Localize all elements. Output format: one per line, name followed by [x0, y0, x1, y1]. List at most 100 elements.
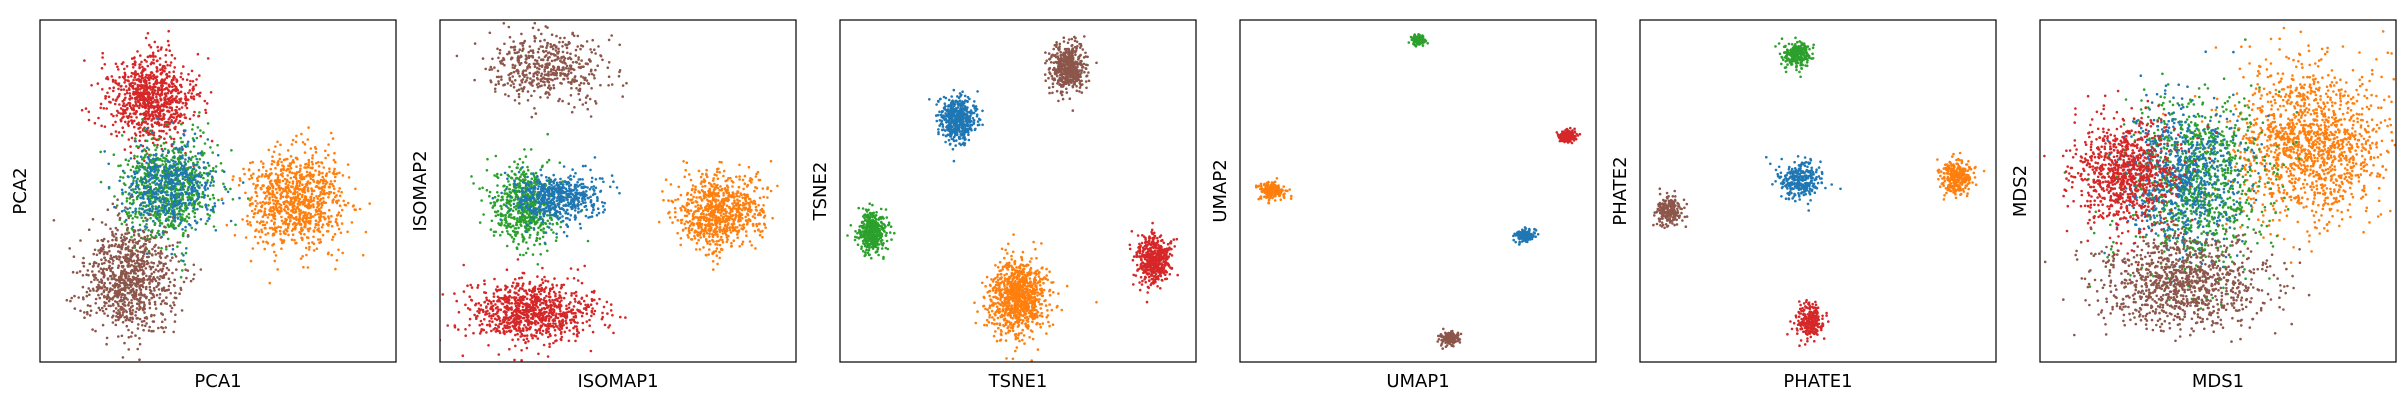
data-point — [306, 186, 310, 190]
data-point — [195, 157, 198, 161]
data-point — [561, 180, 564, 183]
data-point — [283, 232, 286, 235]
data-point — [299, 232, 303, 236]
data-point — [520, 233, 524, 236]
data-point — [316, 212, 320, 216]
data-point — [134, 70, 137, 73]
data-point — [134, 139, 137, 143]
data-point — [171, 271, 174, 275]
data-point — [161, 175, 164, 178]
data-point — [192, 95, 196, 98]
data-point — [358, 207, 362, 211]
data-point — [123, 67, 126, 71]
data-point — [541, 45, 544, 48]
data-point — [147, 78, 151, 82]
data-point — [145, 204, 148, 207]
data-point — [288, 202, 292, 206]
data-point — [144, 324, 147, 328]
data-point — [314, 150, 318, 154]
data-point — [341, 174, 345, 177]
data-point — [135, 197, 139, 201]
data-point — [160, 269, 164, 273]
data-point — [127, 159, 130, 163]
data-point — [534, 171, 538, 175]
data-point — [323, 211, 327, 215]
data-point — [230, 149, 233, 152]
data-point — [298, 203, 302, 206]
data-point — [142, 101, 145, 105]
data-point — [543, 70, 546, 73]
data-point — [251, 247, 255, 250]
data-point — [171, 85, 174, 88]
data-point — [291, 182, 295, 185]
data-point — [124, 257, 128, 260]
data-point — [278, 153, 281, 156]
data-point — [525, 227, 528, 230]
data-point — [284, 228, 288, 231]
data-point — [149, 267, 153, 271]
data-point — [317, 221, 320, 224]
data-point — [106, 293, 110, 297]
data-point — [96, 265, 100, 268]
data-point — [167, 288, 170, 292]
data-point — [303, 198, 306, 202]
data-point — [321, 233, 325, 237]
data-point — [290, 143, 294, 146]
data-point — [140, 216, 143, 220]
data-point — [272, 216, 276, 220]
data-point — [143, 106, 147, 110]
data-point — [145, 296, 148, 300]
data-point — [287, 186, 290, 190]
data-point — [164, 60, 168, 64]
data-point — [203, 99, 207, 103]
data-point — [578, 62, 581, 66]
data-point — [559, 81, 562, 85]
data-point — [586, 107, 589, 111]
data-point — [178, 212, 181, 216]
data-point — [268, 209, 271, 212]
data-point — [281, 172, 284, 175]
data-point — [147, 191, 150, 195]
data-point — [133, 265, 137, 269]
data-point — [335, 214, 339, 217]
data-point — [119, 298, 123, 302]
data-point — [127, 249, 131, 252]
data-point — [332, 170, 336, 173]
data-point — [157, 229, 160, 233]
data-point — [185, 247, 188, 250]
data-point — [546, 86, 550, 89]
data-point — [290, 185, 294, 189]
data-point — [497, 56, 500, 60]
data-point — [522, 221, 526, 224]
data-point — [106, 240, 110, 243]
data-point — [120, 88, 123, 91]
data-point — [111, 262, 114, 265]
data-point — [241, 181, 245, 184]
data-point — [139, 155, 143, 159]
data-point — [531, 84, 534, 87]
data-point — [525, 212, 529, 215]
data-point — [127, 318, 130, 322]
data-point — [130, 182, 133, 186]
data-point — [537, 28, 540, 32]
data-point — [133, 271, 136, 274]
data-point — [52, 219, 56, 222]
data-point — [564, 67, 568, 70]
data-point — [146, 169, 149, 173]
data-point — [171, 149, 174, 152]
data-point — [129, 83, 132, 87]
data-point — [557, 65, 561, 69]
data-point — [231, 198, 235, 201]
data-point — [528, 71, 532, 75]
data-point — [505, 192, 509, 195]
data-point — [539, 78, 542, 81]
data-point — [171, 212, 174, 215]
data-point — [131, 316, 134, 320]
data-point — [154, 253, 158, 256]
data-point — [176, 241, 179, 244]
data-point — [167, 177, 170, 180]
data-point — [192, 263, 196, 267]
data-point — [143, 68, 147, 71]
data-point — [547, 80, 551, 84]
data-point — [166, 237, 170, 241]
